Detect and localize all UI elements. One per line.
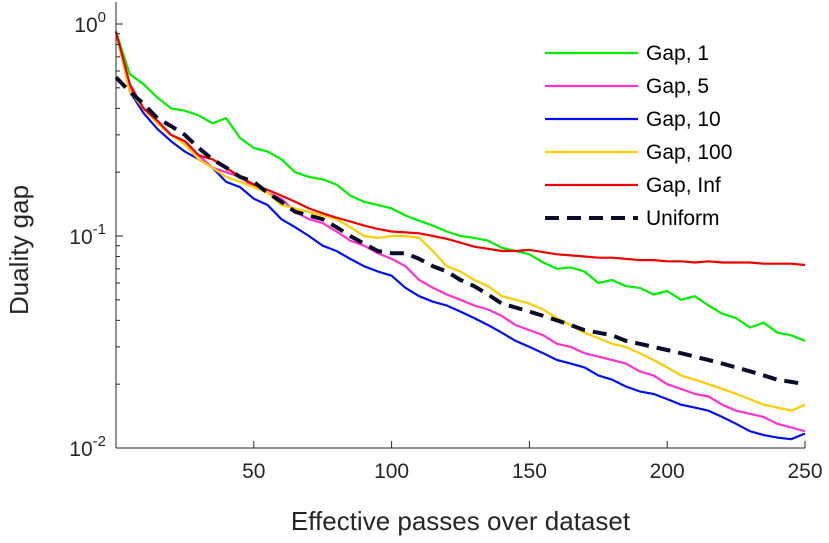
legend-label-2: Gap, 5: [646, 75, 709, 98]
series-line-6: [114, 76, 806, 387]
axes-layer: [115, 2, 805, 449]
y-tick-exponent: -1: [93, 221, 106, 238]
y-tick-label: 10-1: [69, 221, 106, 249]
series-line-1: [114, 31, 806, 342]
y-tick-label: 100: [74, 9, 106, 37]
x-tick-label: 50: [242, 460, 265, 483]
y-tick-label: 10-2: [69, 433, 106, 461]
legend-label-3: Gap, 10: [646, 108, 721, 131]
y-tick-base: 10: [69, 438, 92, 461]
series-line-5: [114, 31, 806, 267]
legend-label-1: Gap, 1: [646, 42, 709, 65]
x-tick-label: 200: [650, 460, 685, 483]
y-tick-exponent: -2: [93, 433, 106, 450]
x-tick-label: 100: [374, 460, 409, 483]
legend-label-6: Uniform: [646, 207, 720, 230]
y-tick-base: 10: [69, 226, 92, 249]
series-line-2: [114, 31, 806, 433]
legend: Gap, 1 Gap, 5 Gap, 10 Gap, 100 Gap, Inf Unifo…: [545, 42, 732, 230]
series-line-4: [114, 31, 806, 412]
y-axis-title: Duality gap: [4, 185, 34, 315]
x-axis-title: Effective passes over dataset: [291, 506, 631, 536]
series-line-3: [114, 31, 806, 441]
x-ticks: 50 100 150 200 250: [242, 441, 823, 483]
x-tick-label: 150: [512, 460, 547, 483]
y-tick-exponent: 0: [98, 9, 106, 26]
x-tick-label: 250: [787, 460, 822, 483]
legend-label-5: Gap, Inf: [646, 174, 721, 197]
series-layer: [114, 31, 806, 441]
legend-label-4: Gap, 100: [646, 141, 732, 164]
y-tick-base: 10: [74, 14, 97, 37]
